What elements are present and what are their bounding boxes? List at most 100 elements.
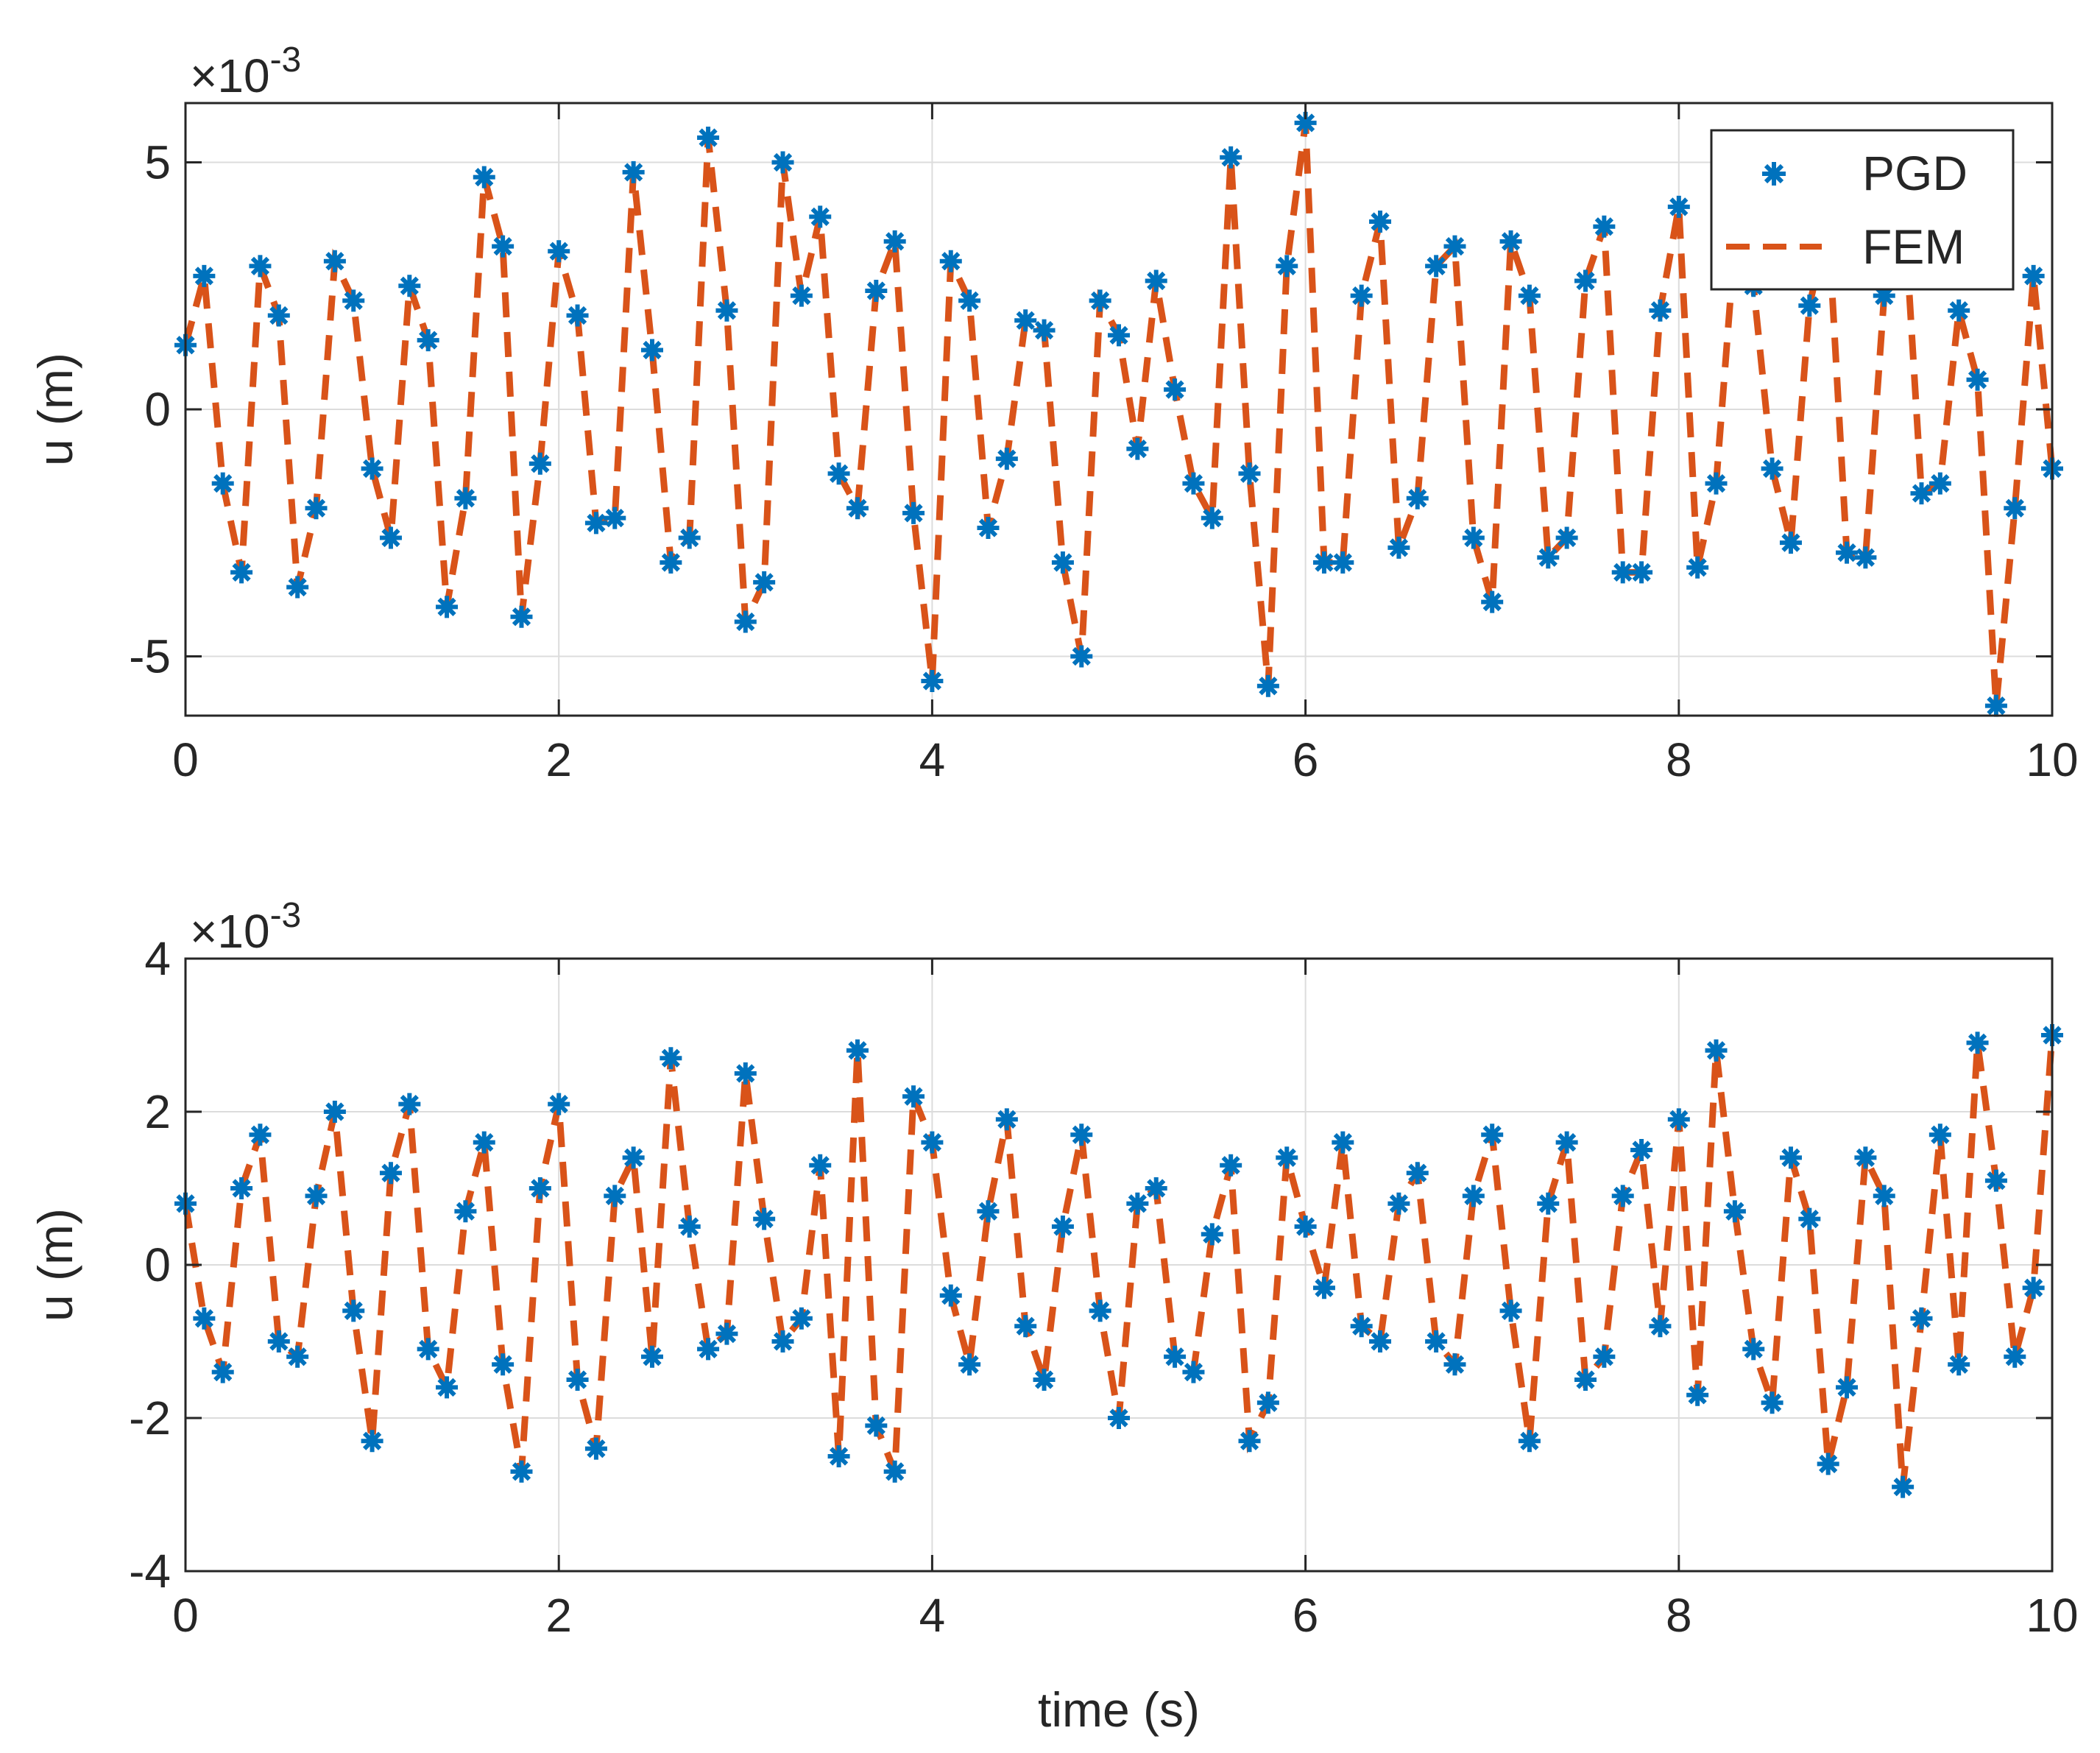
- top-ticks: [184, 103, 2054, 716]
- x-tick-label: 2: [545, 733, 572, 786]
- pgd-marker: [230, 561, 253, 584]
- pgd-marker: [379, 1162, 402, 1185]
- y-tick-label: 2: [144, 1085, 171, 1138]
- pgd-marker: [1630, 561, 1653, 584]
- pgd-marker: [846, 1039, 869, 1062]
- bottom-x-tick-labels: 0 2 4 6 8 10: [172, 1589, 2078, 1642]
- pgd-marker: [1873, 1185, 1895, 1207]
- pgd-marker: [1948, 1353, 1970, 1376]
- pgd-marker: [1201, 1223, 1223, 1246]
- pgd-marker: [1705, 1039, 1728, 1062]
- pgd-marker: [1182, 1361, 1205, 1383]
- pgd-marker: [1425, 255, 1448, 278]
- bottom-chart-panel: 0 2 4 6 8 10 -4 -2 0 2 4 ×10-3 u (m) time (s): [28, 896, 2079, 1737]
- pgd-marker: [809, 205, 832, 228]
- pgd-marker: [1928, 1124, 1951, 1146]
- pgd-marker: [790, 284, 813, 307]
- x-tick-label: 0: [172, 733, 199, 786]
- pgd-marker: [1518, 1430, 1541, 1453]
- pgd-marker: [1089, 1299, 1111, 1322]
- y-tick-label: 5: [144, 136, 171, 189]
- pgd-marker: [622, 1146, 645, 1169]
- pgd-marker: [734, 610, 757, 633]
- x-tick-label: 4: [919, 1589, 946, 1642]
- pgd-marker: [2022, 264, 2045, 287]
- pgd-marker: [528, 1177, 551, 1199]
- pgd-marker: [1481, 590, 1504, 613]
- pgd-marker: [1555, 1131, 1578, 1154]
- y-tick-label: 0: [144, 383, 171, 436]
- pgd-marker: [1070, 645, 1093, 668]
- x-tick-label: 2: [545, 1589, 572, 1642]
- pgd-marker: [1312, 1277, 1335, 1299]
- pgd-marker: [398, 275, 421, 297]
- pgd-marker: [1966, 1031, 1989, 1054]
- pgd-marker: [1537, 546, 1560, 569]
- pgd-marker: [995, 1108, 1018, 1131]
- pgd-marker: [417, 1338, 439, 1361]
- pgd-marker: [1256, 674, 1279, 697]
- pgd-marker: [641, 339, 663, 361]
- pgd-marker: [584, 1437, 607, 1460]
- pgd-marker: [436, 1376, 459, 1399]
- pgd-marker: [1649, 299, 1672, 322]
- x-tick-label: 10: [2026, 733, 2078, 786]
- pgd-marker: [193, 1307, 216, 1330]
- pgd-marker: [1537, 1192, 1560, 1215]
- pgd-marker: [1369, 211, 1392, 233]
- pgd-marker: [1593, 215, 1616, 238]
- pgd-marker: [678, 1216, 701, 1238]
- pgd-marker: [2004, 497, 2026, 520]
- top-y-axis-label: u (m): [28, 353, 82, 466]
- pgd-marker: [771, 1330, 794, 1352]
- pgd-marker: [921, 1131, 944, 1154]
- pgd-marker: [1798, 294, 1821, 317]
- pgd-marker: [753, 571, 776, 593]
- pgd-marker: [1481, 1124, 1504, 1146]
- pgd-marker: [286, 1345, 309, 1368]
- pgd-marker: [1312, 551, 1335, 574]
- pgd-marker: [1910, 1307, 1933, 1330]
- pgd-marker: [902, 501, 925, 524]
- pgd-marker: [1798, 1207, 1821, 1230]
- pgd-marker: [1145, 269, 1167, 292]
- pgd-marker: [1369, 1330, 1392, 1352]
- top-y-exponent: ×10-3: [190, 40, 301, 102]
- pgd-marker: [1779, 532, 1802, 554]
- pgd-marker: [1182, 472, 1205, 495]
- pgd-marker: [398, 1093, 421, 1115]
- pgd-marker: [1014, 309, 1037, 332]
- pgd-marker: [2004, 1345, 2026, 1368]
- x-tick-label: 6: [1293, 1589, 1319, 1642]
- y-tick-label: 0: [144, 1238, 171, 1291]
- pgd-marker: [678, 526, 701, 549]
- pgd-marker: [622, 161, 645, 183]
- bottom-y-exponent-value: -3: [270, 896, 302, 935]
- bottom-ticks: [184, 957, 2054, 1573]
- pgd-marker: [286, 576, 309, 599]
- pgd-marker: [958, 1353, 981, 1376]
- pgd-marker: [267, 304, 290, 327]
- legend-pgd-marker: [1762, 162, 1786, 186]
- pgd-marker: [1387, 1192, 1410, 1215]
- pgd-marker: [1443, 1353, 1466, 1376]
- pgd-marker: [1836, 1376, 1859, 1399]
- pgd-marker: [865, 1414, 888, 1437]
- top-chart-panel: 0 2 4 6 8 10 -505 ×10-3 u (m) PGD FEM: [28, 40, 2079, 786]
- bottom-y-tick-labels: -4 -2 0 2 4: [129, 932, 171, 1598]
- pgd-marker: [1761, 457, 1783, 480]
- pgd-marker: [697, 1338, 720, 1361]
- pgd-marker: [1276, 255, 1298, 278]
- pgd-marker: [715, 1322, 738, 1345]
- pgd-marker: [1462, 1185, 1485, 1207]
- pgd-marker: [1387, 536, 1410, 559]
- pgd-marker: [1350, 284, 1373, 307]
- pgd-marker: [1667, 195, 1690, 218]
- pgd-marker: [1294, 111, 1317, 134]
- pgd-marker: [492, 1353, 515, 1376]
- pgd-marker: [211, 472, 234, 495]
- pgd-marker: [249, 255, 272, 278]
- pgd-marker: [1220, 1154, 1242, 1177]
- bottom-data-series: [174, 1024, 2063, 1498]
